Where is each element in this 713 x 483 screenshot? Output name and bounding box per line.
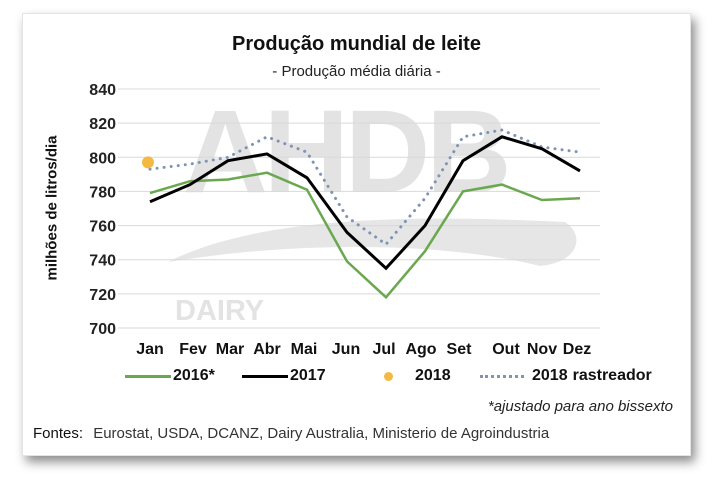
- series-line-2017: [149, 135, 581, 271]
- legend-label: 2018: [415, 367, 451, 384]
- x-tick-label: Set: [447, 341, 473, 358]
- y-tick-label: 720: [89, 287, 116, 304]
- x-tick-label: Ago: [405, 341, 436, 358]
- x-tick-label: Jul: [372, 341, 395, 358]
- legend-label: 2017: [290, 367, 326, 384]
- x-tick-label: Jun: [332, 341, 360, 358]
- series-2018-marker: [142, 156, 154, 169]
- legend-line-black: [242, 374, 288, 378]
- legend: 2016* 2017 2018 2018 rastreador: [0, 367, 713, 391]
- legend-item-2018: 2018: [384, 367, 451, 385]
- legend-dotted-line: [480, 374, 524, 378]
- x-tick-label: Mai: [291, 341, 318, 358]
- ahdb-watermark: AHDB DAIRY: [168, 86, 577, 327]
- chart-subtitle: - Produção média diária -: [272, 63, 441, 80]
- gridlines: [118, 88, 600, 329]
- legend-dot-icon: [384, 371, 393, 381]
- legend-label: 2018: [532, 367, 568, 384]
- x-tick-label: Mar: [216, 341, 244, 358]
- legend-label: 2016*: [173, 367, 215, 384]
- y-tick-label: 840: [89, 82, 116, 99]
- footnote: *ajustado para ano bissexto: [487, 398, 673, 415]
- x-tick-label: Jan: [136, 341, 164, 358]
- sources-list: Eurostat, USDA, DCANZ, Dairy Australia, …: [93, 425, 550, 442]
- x-tick-label: Nov: [527, 341, 557, 358]
- y-tick-label: 740: [89, 253, 116, 270]
- y-tick-label: 820: [89, 116, 116, 133]
- x-tick-label: Fev: [179, 341, 207, 358]
- sources-label: Fontes:: [33, 425, 84, 442]
- legend-line-green: [125, 374, 171, 378]
- y-tick-label: 760: [89, 219, 116, 236]
- y-tick-label: 700: [89, 321, 116, 338]
- series-line-2016-: [149, 171, 581, 300]
- legend-label: rastreador: [572, 367, 652, 384]
- x-tick-label: Dez: [563, 341, 591, 358]
- y-tick-label: 780: [89, 184, 116, 201]
- series-lines: [142, 128, 582, 300]
- legend-item-2018-rastreador: 2018 rastreador: [480, 367, 652, 385]
- y-axis-label: milhões de litros/dia: [43, 135, 61, 281]
- x-tick-label: Out: [492, 341, 520, 358]
- x-axis-ticks: Jan Fev Mar Abr Mai Jun Jul Ago Set Out Nov Dez: [136, 341, 591, 358]
- series-line-2018-rastreador: [148, 128, 582, 247]
- chart-title: Produção mundial de leite: [232, 33, 481, 55]
- x-tick-label: Abr: [253, 341, 281, 358]
- watermark-swoosh: [168, 218, 577, 266]
- legend-item-2016: 2016*: [125, 367, 215, 385]
- watermark-brand: AHDB: [183, 86, 508, 218]
- y-axis-ticks: 700 720 740 760 780 800 820 840: [89, 82, 116, 338]
- sources: Fontes: Eurostat, USDA, DCANZ, Dairy Aus…: [33, 425, 549, 442]
- watermark-sub: DAIRY: [175, 295, 264, 327]
- legend-item-2017: 2017: [242, 367, 326, 385]
- y-tick-label: 800: [89, 150, 116, 167]
